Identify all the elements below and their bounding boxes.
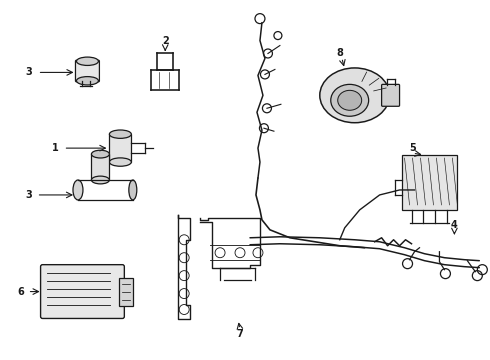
Text: 7: 7: [237, 329, 244, 339]
Text: 6: 6: [17, 287, 24, 297]
Ellipse shape: [73, 180, 83, 200]
Ellipse shape: [320, 68, 390, 123]
Bar: [109, 134, 131, 162]
Text: 2: 2: [162, 36, 169, 46]
Ellipse shape: [129, 180, 137, 200]
Ellipse shape: [109, 130, 131, 138]
Ellipse shape: [76, 77, 98, 85]
Text: 8: 8: [336, 49, 343, 58]
Bar: [92, 154, 109, 180]
Ellipse shape: [92, 150, 109, 158]
Bar: [401, 155, 457, 210]
Ellipse shape: [338, 90, 362, 110]
Text: 1: 1: [52, 143, 59, 153]
Text: 3: 3: [25, 190, 32, 200]
Text: 5: 5: [409, 143, 416, 153]
Ellipse shape: [76, 57, 98, 66]
Ellipse shape: [92, 176, 109, 184]
Ellipse shape: [331, 84, 368, 116]
Ellipse shape: [109, 158, 131, 166]
FancyBboxPatch shape: [41, 265, 124, 319]
FancyBboxPatch shape: [75, 60, 99, 82]
Text: 4: 4: [451, 220, 458, 230]
Text: 3: 3: [25, 67, 32, 77]
FancyBboxPatch shape: [382, 84, 399, 106]
Bar: [120, 278, 133, 306]
